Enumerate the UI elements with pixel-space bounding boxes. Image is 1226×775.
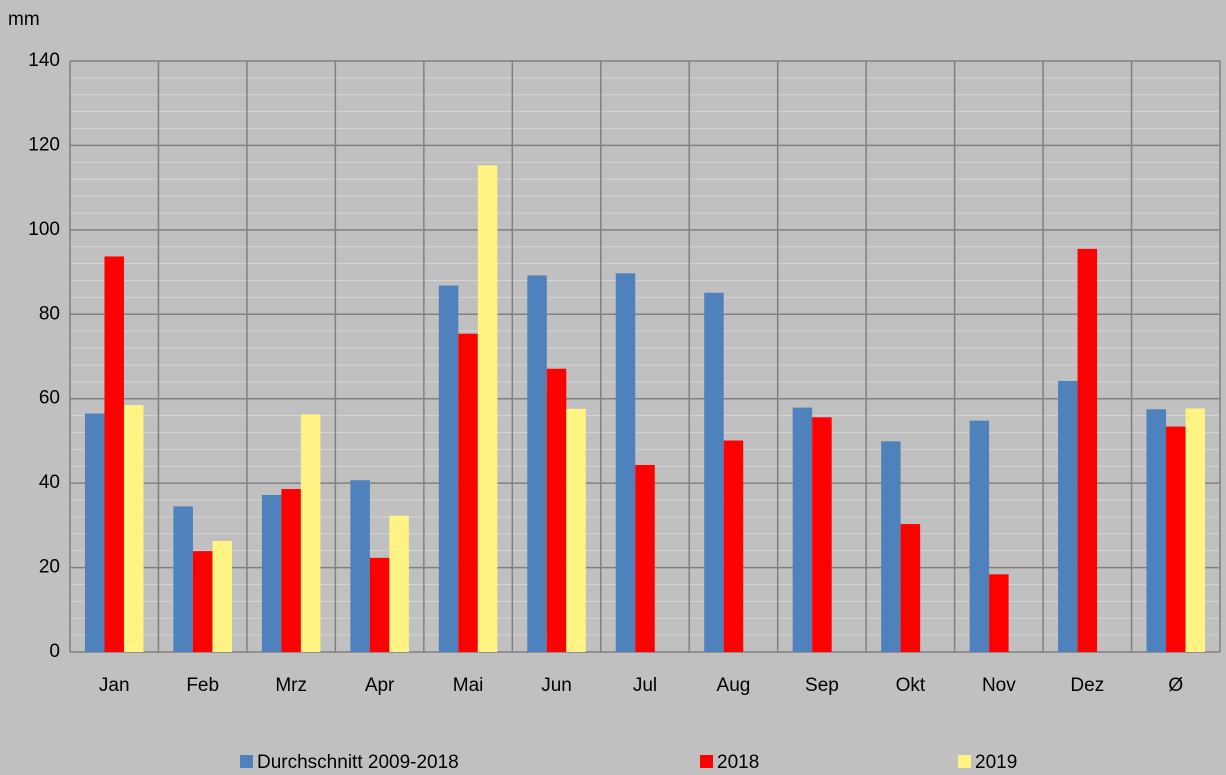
bar [615,273,636,652]
bar [566,408,586,652]
x-tick-label: Jan [99,675,130,696]
y-unit-label: mm [8,9,40,30]
bar [458,333,478,652]
bar [192,551,213,652]
y-tick-label: 60 [39,388,60,409]
x-tick-label: Apr [365,675,395,696]
bar [173,506,193,652]
x-tick-label: Okt [896,675,926,696]
bar [1077,248,1098,652]
bar [1058,380,1078,652]
y-tick-label: 80 [39,303,60,324]
x-tick-label: Sep [805,675,839,696]
y-tick-label: 40 [39,472,60,493]
bar [261,494,282,652]
y-tick-label: 20 [39,557,60,578]
bar [900,524,921,652]
y-tick-label: 120 [28,134,60,155]
legend-swatch [958,755,971,768]
x-tick-label: Mrz [275,675,307,696]
bar [84,413,105,652]
bar [369,557,390,652]
bar [527,275,547,652]
bar [300,414,321,652]
bar [281,489,301,652]
x-tick-label: Jul [633,675,657,696]
y-tick-label: 100 [28,219,60,240]
bar [546,368,567,652]
bar [989,574,1009,652]
bar [881,441,901,652]
bar [635,464,655,652]
x-tick-label: Aug [717,675,751,696]
x-tick-label: Nov [982,675,1016,696]
legend-swatch [700,755,713,768]
y-tick-label: 0 [49,641,60,662]
bar [212,540,232,652]
bar [723,440,744,652]
bar [704,292,724,652]
bar [438,285,459,652]
bar [389,515,409,652]
bar [969,420,990,652]
x-tick-label: Feb [186,675,219,696]
legend-label: Durchschnitt 2009-2018 [257,752,459,773]
y-tick-label: 140 [28,50,60,71]
legend-label: 2019 [975,752,1017,773]
bar [123,405,144,652]
bar [1166,426,1186,652]
x-tick-label: Jun [541,675,572,696]
bar [477,165,498,652]
x-tick-label: Ø [1168,675,1183,696]
x-tick-label: Mai [453,675,484,696]
legend-label: 2018 [717,752,759,773]
bar [792,407,813,652]
bar [812,417,832,652]
legend-swatch [240,755,253,768]
bar [104,256,124,652]
bar [1185,408,1206,652]
bar [1146,409,1167,652]
x-tick-label: Dez [1070,675,1104,696]
bar [350,480,370,652]
